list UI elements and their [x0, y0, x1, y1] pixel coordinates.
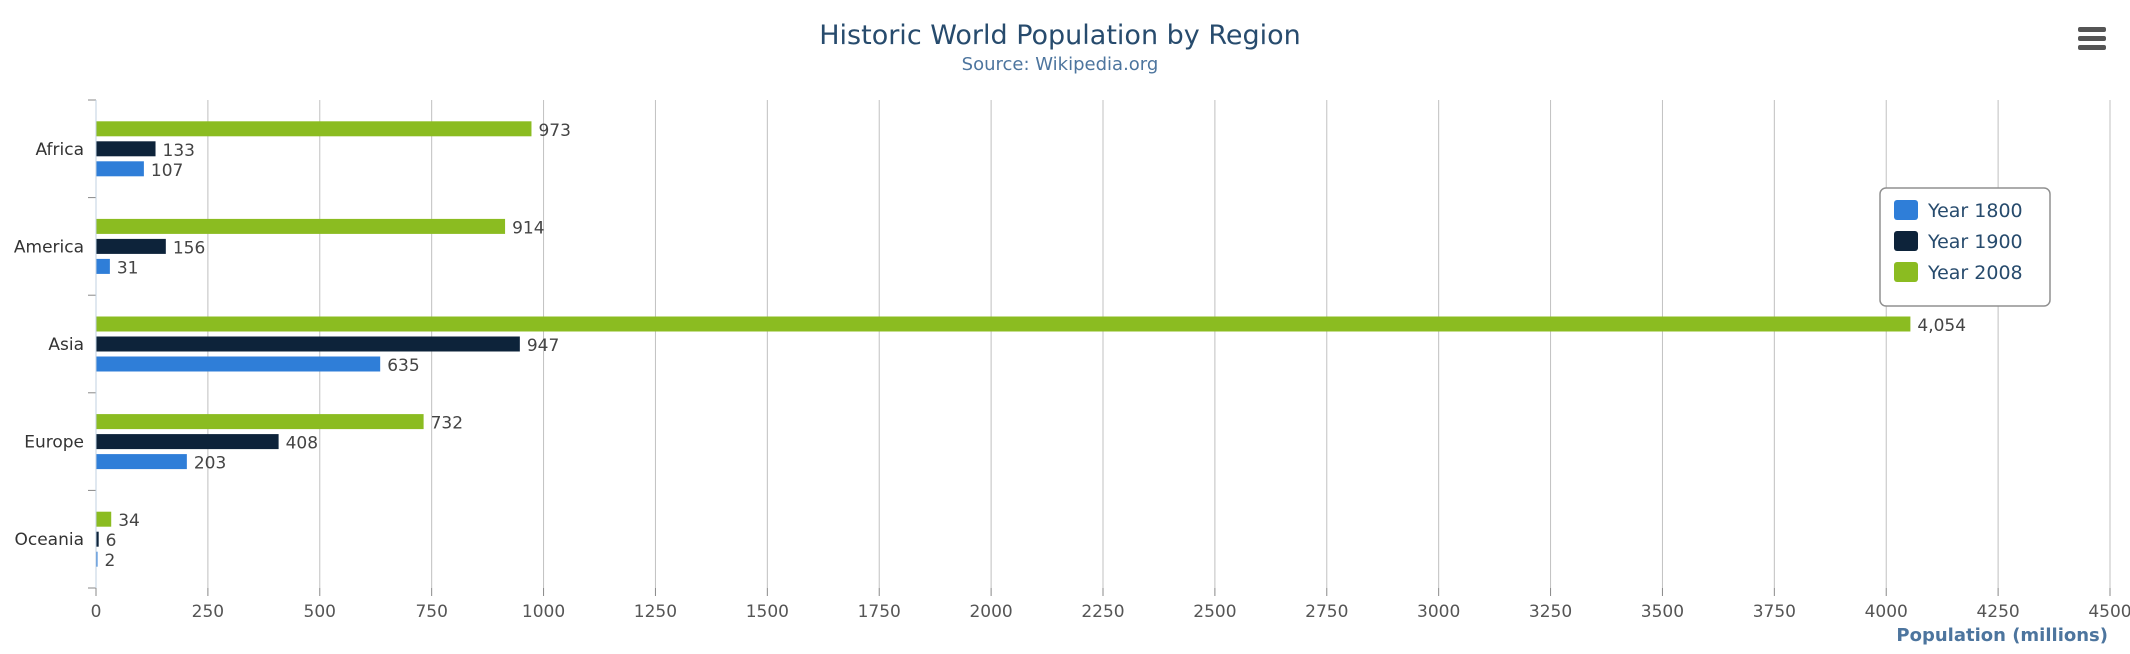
data-label: 914 [512, 218, 544, 238]
legend-label: Year 1800 [1927, 200, 2023, 222]
bar[interactable] [96, 531, 99, 547]
x-tick-label: 1000 [522, 602, 565, 622]
legend-item[interactable]: Year 1800 [1894, 200, 2023, 222]
x-tick-label: 3000 [1417, 602, 1460, 622]
legend-label: Year 1900 [1927, 231, 2023, 253]
data-label: 31 [117, 258, 139, 278]
data-label: 34 [118, 511, 140, 531]
bar[interactable] [96, 161, 144, 177]
bar[interactable] [96, 141, 156, 157]
legend-label: Year 2008 [1927, 262, 2023, 284]
data-label: 4,054 [1917, 316, 1966, 336]
bar[interactable] [96, 121, 532, 137]
legend-item[interactable]: Year 1900 [1894, 231, 2023, 253]
x-tick-label: 1250 [634, 602, 677, 622]
x-tick-label: 0 [91, 602, 102, 622]
x-tick-label: 4250 [1976, 602, 2019, 622]
data-label: 408 [286, 434, 318, 454]
data-label: 973 [538, 121, 570, 141]
x-tick-label: 2500 [1193, 602, 1236, 622]
legend: Year 1800 Year 1900 Year 2008 [1879, 187, 2051, 307]
x-tick-label: 4500 [2088, 602, 2130, 622]
data-label: 203 [194, 454, 226, 474]
legend-box [1879, 187, 2051, 307]
x-tick-label: 250 [192, 602, 224, 622]
data-label: 2 [105, 551, 116, 571]
data-label: 133 [163, 141, 195, 161]
bar[interactable] [96, 454, 187, 470]
bar[interactable] [96, 511, 112, 527]
x-tick-label: 1500 [746, 602, 789, 622]
chart-subtitle: Source: Wikipedia.org [962, 54, 1159, 75]
data-label: 156 [173, 238, 205, 258]
x-tick-label: 2750 [1305, 602, 1348, 622]
x-tick-label: 1750 [858, 602, 901, 622]
chart-bars [96, 121, 1911, 567]
bar[interactable] [96, 316, 1911, 332]
x-tick-label: 2000 [969, 602, 1012, 622]
legend-swatch [1894, 231, 1918, 251]
data-label: 635 [387, 356, 419, 376]
x-tick-label: 3250 [1529, 602, 1572, 622]
category-label: Oceania [14, 530, 84, 550]
x-tick-labels: 0 250 500 750 1000 1250 1500 1750 2000 2250 2500 27… [91, 602, 2130, 622]
legend-swatch [1894, 200, 1918, 220]
legend-item[interactable]: Year 2008 [1894, 262, 2023, 284]
x-tick-label: 500 [304, 602, 336, 622]
data-label: 732 [431, 414, 463, 434]
bar[interactable] [96, 238, 166, 254]
grid-lines [88, 99, 2111, 596]
category-label: Asia [48, 335, 84, 355]
bar[interactable] [96, 336, 520, 352]
category-label: Africa [36, 140, 85, 160]
bar[interactable] [96, 218, 506, 234]
data-label: 6 [106, 531, 117, 551]
x-axis-title: Population (millions) [1896, 625, 2108, 646]
bar[interactable] [96, 414, 424, 430]
bar[interactable] [96, 551, 98, 567]
legend-swatch [1894, 262, 1918, 282]
x-tick-label: 4000 [1865, 602, 1908, 622]
hamburger-menu-icon [2078, 27, 2106, 50]
x-tick-label: 2250 [1081, 602, 1124, 622]
category-label: Europe [24, 433, 84, 453]
x-tick-label: 750 [415, 602, 447, 622]
export-menu-button[interactable] [2072, 22, 2112, 56]
chart-title: Historic World Population by Region [819, 20, 1301, 51]
bar[interactable] [96, 434, 279, 450]
bar[interactable] [96, 258, 110, 274]
data-label: 947 [527, 336, 559, 356]
x-tick-label: 3500 [1641, 602, 1684, 622]
category-labels: Africa America Asia Europe Oceania [14, 140, 84, 550]
bar[interactable] [96, 356, 381, 372]
x-tick-label: 3750 [1753, 602, 1796, 622]
data-label: 107 [151, 161, 183, 181]
category-label: America [14, 237, 84, 257]
